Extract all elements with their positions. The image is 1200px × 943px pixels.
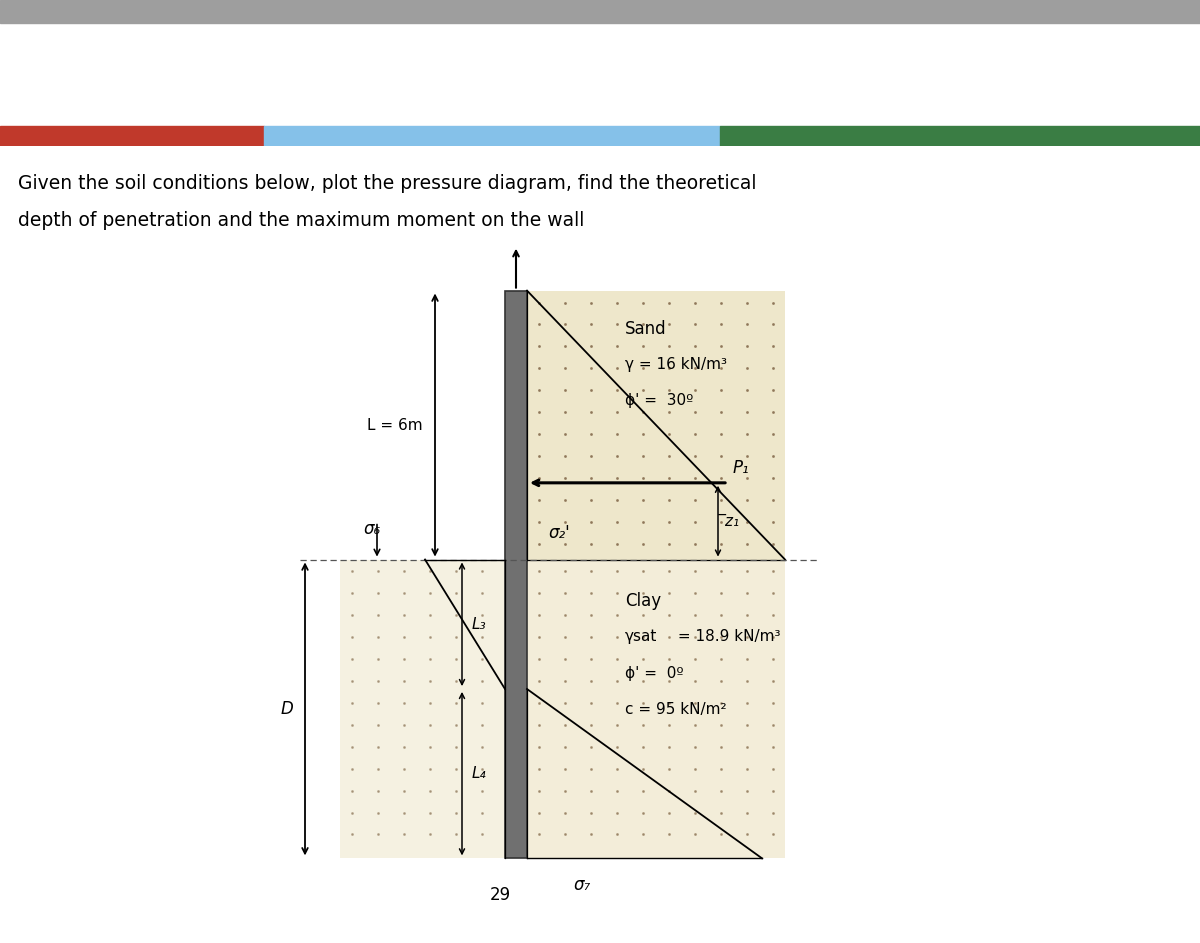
- Bar: [264, 125, 720, 146]
- Text: D: D: [281, 700, 293, 718]
- Text: γ = 16 kN/m³: γ = 16 kN/m³: [625, 357, 727, 372]
- Text: Given the soil conditions below, plot the pressure diagram, find the theoretical: Given the soil conditions below, plot th…: [18, 174, 756, 193]
- Text: σ₂': σ₂': [548, 523, 571, 541]
- Text: ♚: ♚: [26, 52, 65, 94]
- Bar: [340, 559, 505, 858]
- Text: σ₇: σ₇: [574, 876, 590, 894]
- Text: depth of penetration and the maximum moment on the wall: depth of penetration and the maximum mom…: [18, 211, 584, 230]
- Text: Example: Example: [938, 48, 1164, 92]
- Bar: [720, 125, 1200, 146]
- Text: L = 6m: L = 6m: [367, 418, 422, 433]
- Text: 29: 29: [490, 886, 510, 904]
- Text: γsat: γsat: [625, 629, 658, 644]
- Text: L₃: L₃: [472, 617, 487, 632]
- Text: Sand: Sand: [625, 321, 667, 339]
- Text: Clay: Clay: [625, 592, 661, 610]
- Text: L₄: L₄: [472, 766, 487, 781]
- Bar: [0, 125, 264, 146]
- Bar: [505, 290, 527, 858]
- Text: ϕ' =  30º: ϕ' = 30º: [625, 393, 694, 408]
- Text: ϕ' =  0º: ϕ' = 0º: [625, 666, 684, 681]
- Text: c = 95 kN/m²: c = 95 kN/m²: [625, 702, 727, 717]
- Text: σ₆: σ₆: [364, 520, 380, 538]
- Bar: [527, 290, 785, 559]
- Bar: [527, 559, 785, 858]
- Text: P₁: P₁: [733, 459, 750, 477]
- Bar: [0, 0, 1200, 24]
- Text: = 18.9 kN/m³: = 18.9 kN/m³: [673, 629, 780, 644]
- Text: ̅z₁: ̅z₁: [726, 514, 740, 529]
